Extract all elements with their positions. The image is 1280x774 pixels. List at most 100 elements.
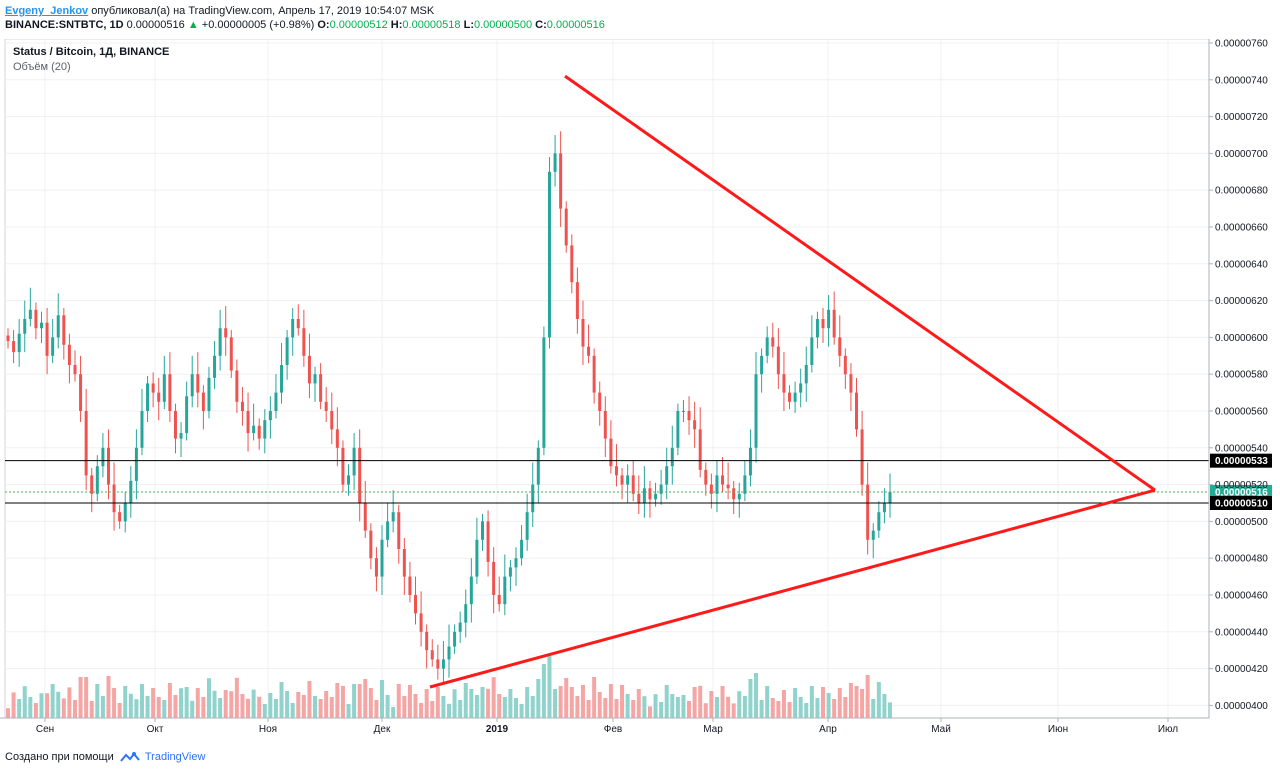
candle-body <box>419 613 423 632</box>
candle-body <box>709 484 713 494</box>
volume-bar <box>547 655 552 718</box>
volume-bar <box>435 687 440 718</box>
candle-body <box>173 411 177 439</box>
candle-body <box>598 392 602 411</box>
candle-body <box>536 447 540 485</box>
candle-body <box>213 355 217 378</box>
candle-body <box>90 475 94 494</box>
candle-body <box>877 512 881 531</box>
price-tick-label: 0.00000580 <box>1215 370 1268 381</box>
candle-body <box>179 433 183 439</box>
candle-body <box>224 328 228 338</box>
candle-body <box>51 337 55 356</box>
time-tick-label: Окт <box>147 724 164 735</box>
candle-body <box>882 503 886 513</box>
candle-body <box>648 488 652 500</box>
volume-bar <box>815 698 820 718</box>
candle-body <box>313 374 317 384</box>
candle-body <box>34 309 38 329</box>
candle-body <box>274 392 278 411</box>
candle-body <box>665 466 669 485</box>
author-link[interactable]: Evgeny_Jenkov <box>5 5 89 17</box>
price-tick-label: 0.00000600 <box>1215 333 1268 344</box>
volume-bar <box>374 700 379 718</box>
price-tick-label: 0.00000540 <box>1215 443 1268 454</box>
up-arrow-icon: ▲ <box>187 19 199 31</box>
volume-bar <box>486 688 491 718</box>
volume-bar <box>809 686 814 718</box>
candle-body <box>252 425 256 434</box>
symbol-line: BINANCE:SNTBTC, 1D 0.00000516 ▲ +0.00000… <box>5 19 605 31</box>
volume-bar <box>134 699 139 718</box>
candle-body <box>263 420 267 439</box>
volume-bar <box>84 677 89 718</box>
candle-body <box>79 374 83 411</box>
volume-bar <box>413 694 418 718</box>
candle-body <box>380 539 384 577</box>
candle-body <box>760 355 764 375</box>
open-value: 0.00000512 <box>329 19 388 31</box>
volume-bar <box>647 706 652 718</box>
candle-body <box>570 245 574 283</box>
volume-bar <box>156 697 161 718</box>
volume-bar <box>564 678 569 718</box>
price-tick-label: 0.00000560 <box>1215 407 1268 418</box>
volume-bar <box>318 699 323 718</box>
candle-body <box>425 631 429 651</box>
volume-bar <box>765 686 770 718</box>
volume-bar <box>860 689 865 718</box>
volume-bar <box>843 697 848 718</box>
candle-body <box>793 392 797 402</box>
volume-bar <box>106 676 111 718</box>
candle-body <box>737 493 741 500</box>
candle-body <box>564 208 568 246</box>
volume-bar <box>458 700 463 718</box>
volume-bar <box>184 687 189 718</box>
resistance-price-tag-bg <box>1210 453 1272 468</box>
candle-body <box>123 503 127 522</box>
volume-bar <box>447 703 451 718</box>
time-axis[interactable]: Сен Окт Ноя Дек 2019 Фев Мар Апр Май Июн Июл <box>0 717 1209 735</box>
candle-body <box>603 411 607 439</box>
volume-bar <box>452 689 457 718</box>
candle-body <box>146 383 150 411</box>
volume-bar <box>402 696 407 718</box>
candle-body <box>408 576 412 595</box>
volume-bar <box>240 694 245 718</box>
volume-bar <box>620 685 625 718</box>
candle-body <box>157 392 161 402</box>
candle-body <box>352 447 356 476</box>
close-value: 0.00000516 <box>546 19 605 31</box>
candle-body <box>347 475 351 485</box>
candle-body <box>101 447 105 467</box>
volume-bar <box>279 682 284 718</box>
volume-bar <box>731 703 736 718</box>
volume-bar <box>67 687 72 718</box>
volume-bar <box>804 703 809 718</box>
candle-body <box>386 521 390 540</box>
tradingview-brand-link[interactable]: TradingView <box>144 751 206 763</box>
candle-body <box>458 622 462 632</box>
candle-body <box>280 365 284 393</box>
volume-bar <box>553 689 558 718</box>
volume-bar <box>876 682 881 718</box>
candle-body <box>17 333 21 353</box>
price-axis[interactable]: 0.00000400 0.00000420 0.00000440 0.00000460… <box>1208 39 1268 718</box>
candle-body <box>508 567 512 577</box>
candle-body <box>871 530 875 540</box>
volume-bar <box>151 688 156 718</box>
candle-body <box>162 374 166 402</box>
price-tick-label: 0.00000460 <box>1215 591 1268 602</box>
candle-body <box>525 512 529 540</box>
volume-bar <box>162 700 167 718</box>
price-tick-label: 0.00000480 <box>1215 554 1268 565</box>
chart-legend-title: Status / Bitcoin, 1Д, BINANCE <box>13 46 169 58</box>
candle-body <box>190 374 194 397</box>
candle-body <box>118 512 122 522</box>
candle-body <box>492 561 496 595</box>
volume-bar <box>770 698 775 718</box>
candle-body <box>659 484 663 494</box>
candle-body <box>681 411 685 412</box>
